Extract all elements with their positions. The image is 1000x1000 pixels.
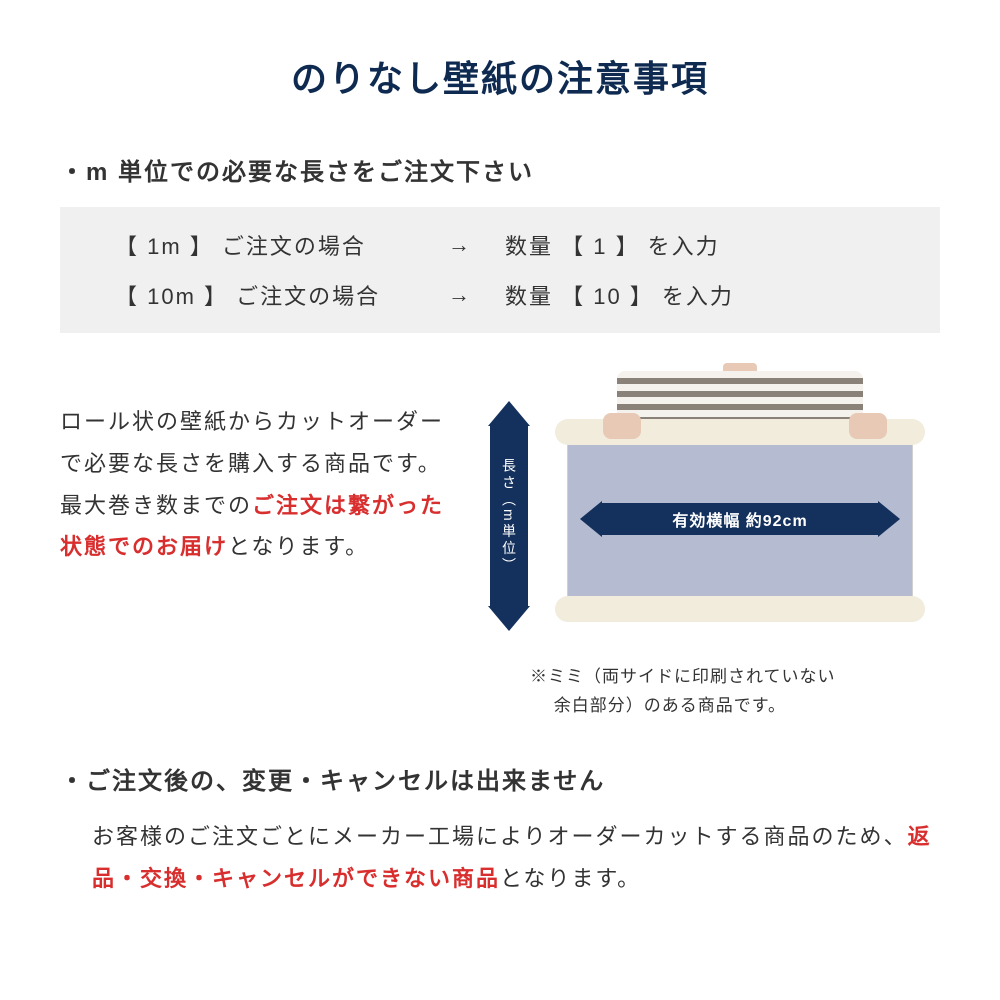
vertical-arrow-label: 長さ（m単位） bbox=[499, 458, 519, 575]
cancel-post: となります。 bbox=[500, 866, 641, 891]
person-holding-wallpaper: 有効横幅 約92cm bbox=[545, 371, 935, 631]
example-row: 【 1m 】 ご注文の場合 → 数量 【 1 】 を入力 bbox=[115, 229, 885, 261]
example-right: 数量 【 10 】 を入力 bbox=[505, 279, 885, 311]
roll-description: ロール状の壁紙からカットオーダーで必要な長さを購入する商品です。最大巻き数までの… bbox=[60, 371, 460, 568]
vertical-arrow-icon: 長さ（m単位） bbox=[485, 401, 533, 631]
cancel-description: お客様のご注文ごとにメーカー工場によりオーダーカットする商品のため、返品・交換・… bbox=[60, 816, 940, 900]
arrow-right-icon: → bbox=[440, 282, 480, 308]
diagram: 長さ（m単位） 有効横幅 約92cm ※ミミ（両サイドに印 bbox=[480, 371, 940, 721]
mimi-note: ※ミミ（両サイドに印刷されていない 余白部分）のある商品です。 bbox=[480, 663, 940, 721]
horizontal-arrow-label: 有効横幅 約92cm bbox=[672, 507, 807, 531]
example-left: 【 1m 】 ご注文の場合 bbox=[115, 229, 415, 261]
example-left: 【 10m 】 ご注文の場合 bbox=[115, 279, 415, 311]
desc-post: となります。 bbox=[228, 534, 369, 559]
page-title: のりなし壁紙の注意事項 bbox=[60, 50, 940, 102]
cancel-pre: お客様のご注文ごとにメーカー工場によりオーダーカットする商品のため、 bbox=[92, 824, 908, 849]
arrow-right-icon: → bbox=[440, 232, 480, 258]
horizontal-arrow-icon: 有効横幅 約92cm bbox=[580, 499, 900, 539]
example-box: 【 1m 】 ご注文の場合 → 数量 【 1 】 を入力 【 10m 】 ご注文… bbox=[60, 207, 940, 333]
mid-section: ロール状の壁紙からカットオーダーで必要な長さを購入する商品です。最大巻き数までの… bbox=[60, 371, 940, 721]
example-row: 【 10m 】 ご注文の場合 → 数量 【 10 】 を入力 bbox=[115, 279, 885, 311]
example-right: 数量 【 1 】 を入力 bbox=[505, 229, 885, 261]
section2-heading: ・ご注文後の、変更・キャンセルは出来ません bbox=[60, 761, 940, 796]
section1-heading: ・m 単位での必要な長さをご注文下さい bbox=[60, 152, 940, 187]
